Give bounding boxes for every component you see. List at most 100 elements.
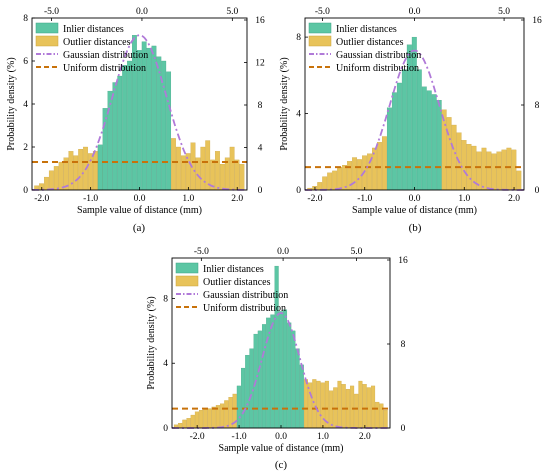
outlier-bar	[486, 151, 492, 191]
outlier-bar	[303, 379, 308, 429]
right-y-tick-label: 0	[535, 186, 540, 196]
x-tick-label: 2.0	[231, 194, 243, 204]
outlier-bar	[354, 393, 359, 429]
y-axis-label: Probability density (%)	[146, 296, 157, 389]
outlier-bar	[182, 419, 187, 429]
outlier-bar	[220, 403, 225, 429]
x-tick-label: 0.0	[409, 194, 421, 204]
y-axis-label: Probability density (%)	[6, 57, 17, 150]
outlier-bar	[58, 161, 64, 191]
inlier-bar	[261, 324, 267, 429]
inlier-bar	[416, 69, 422, 191]
outlier-bar	[337, 380, 342, 429]
outlier-bar	[175, 146, 181, 191]
inlier-bar	[287, 322, 292, 429]
outlier-bar	[316, 380, 321, 429]
legend-label-inlier: Inlier distances	[336, 24, 397, 35]
right-y-tick-label: 8	[535, 101, 540, 111]
inlier-bar	[97, 144, 103, 191]
y-tick-label: 8	[296, 33, 301, 43]
legend-label-outlier: Outlier distances	[203, 277, 271, 288]
inlier-bar	[249, 348, 254, 429]
inlier-bar	[257, 330, 262, 429]
inlier-bar	[266, 317, 271, 429]
panel-label: (c)	[275, 459, 288, 471]
legend-label-gaussian: Gaussian distribution	[63, 50, 148, 61]
legend: Inlier distances Outlier distances Gaussia…	[35, 22, 148, 74]
inlier-bar	[291, 330, 296, 429]
inlier-bar	[112, 82, 118, 191]
top-tick-label: 0.0	[277, 247, 289, 257]
y-tick-label: 4	[296, 110, 301, 120]
outlier-bar	[88, 153, 93, 191]
outlier-bar	[53, 166, 59, 191]
outlier-bar	[379, 403, 384, 429]
y-tick-label: 0	[23, 186, 28, 196]
outlier-bar	[496, 151, 502, 191]
outlier-bar	[186, 418, 191, 429]
outlier-bar	[481, 147, 487, 191]
x-axis-label: Sample value of distance (mm)	[219, 443, 344, 454]
outlier-bar	[375, 401, 380, 429]
inlier-bar	[401, 69, 407, 191]
outlier-bar	[327, 172, 333, 191]
outlier-bar	[207, 408, 212, 429]
outlier-bar	[461, 140, 467, 191]
outlier-bar	[308, 382, 313, 429]
outlier-bar	[171, 138, 176, 191]
outlier-bar	[200, 146, 206, 191]
x-tick-label: 0.0	[134, 194, 146, 204]
inlier-bar	[436, 100, 442, 191]
outlier-bar	[350, 385, 355, 429]
legend-label-inlier: Inlier distances	[63, 24, 124, 35]
y-tick-label: 0	[163, 424, 168, 434]
right-y-tick-label: 16	[398, 256, 408, 266]
inlier-bar	[166, 71, 172, 191]
right-y-tick-label: 4	[258, 144, 263, 154]
inlier-bar	[295, 348, 300, 429]
right-y-tick-label: 8	[401, 340, 406, 350]
x-tick-label: -1.0	[232, 432, 247, 442]
y-tick-label: 6	[23, 57, 28, 67]
outlier-bar	[501, 149, 507, 191]
y-axis-label: Probability density (%)	[279, 57, 290, 150]
outlier-bar	[224, 400, 229, 429]
inlier-bar	[241, 367, 246, 429]
inlier-bar	[431, 94, 437, 191]
outlier-bar	[92, 151, 98, 191]
inlier-bar	[236, 385, 241, 429]
legend-swatch-inlier	[175, 262, 199, 274]
y-tick-label: 4	[23, 100, 28, 110]
y-tick-label: 8	[23, 14, 28, 24]
chart-panel-2: -2.0 -1.0 0.0 1.0 2.0 0 4 8 0 8 16 -5.0 0.0 5.0 Sample…	[279, 7, 542, 234]
top-tick-label: -5.0	[194, 247, 209, 257]
outlier-bar	[180, 155, 186, 191]
legend-label-outlier: Outlier distances	[63, 37, 131, 48]
outlier-bar	[234, 159, 240, 191]
outlier-bar	[215, 151, 220, 191]
top-tick-label: -5.0	[315, 7, 330, 17]
x-tick-label: 1.0	[182, 194, 194, 204]
x-tick-label: 1.0	[317, 432, 329, 442]
outlier-bar	[337, 166, 343, 191]
outlier-bar	[78, 148, 84, 191]
y-tick-label: 2	[23, 143, 28, 153]
inlier-bar	[421, 86, 427, 191]
outlier-bar	[68, 151, 74, 191]
right-y-tick-label: 8	[258, 101, 263, 111]
outlier-bar	[441, 109, 447, 191]
outlier-bar	[491, 153, 497, 191]
outlier-bar	[322, 176, 328, 191]
inlier-bar	[122, 65, 128, 191]
legend-label-gaussian: Gaussian distribution	[203, 290, 288, 301]
x-tick-label: -1.0	[83, 194, 98, 204]
inlier-bar	[107, 90, 113, 191]
x-axis-label: Sample value of distance (mm)	[352, 205, 477, 216]
outlier-bar	[370, 385, 376, 429]
outlier-bar	[317, 182, 323, 191]
outlier-bar	[352, 157, 358, 191]
inlier-bar	[426, 90, 432, 191]
legend-swatch-outlier	[175, 275, 199, 287]
legend-label-outlier: Outlier distances	[336, 37, 404, 48]
